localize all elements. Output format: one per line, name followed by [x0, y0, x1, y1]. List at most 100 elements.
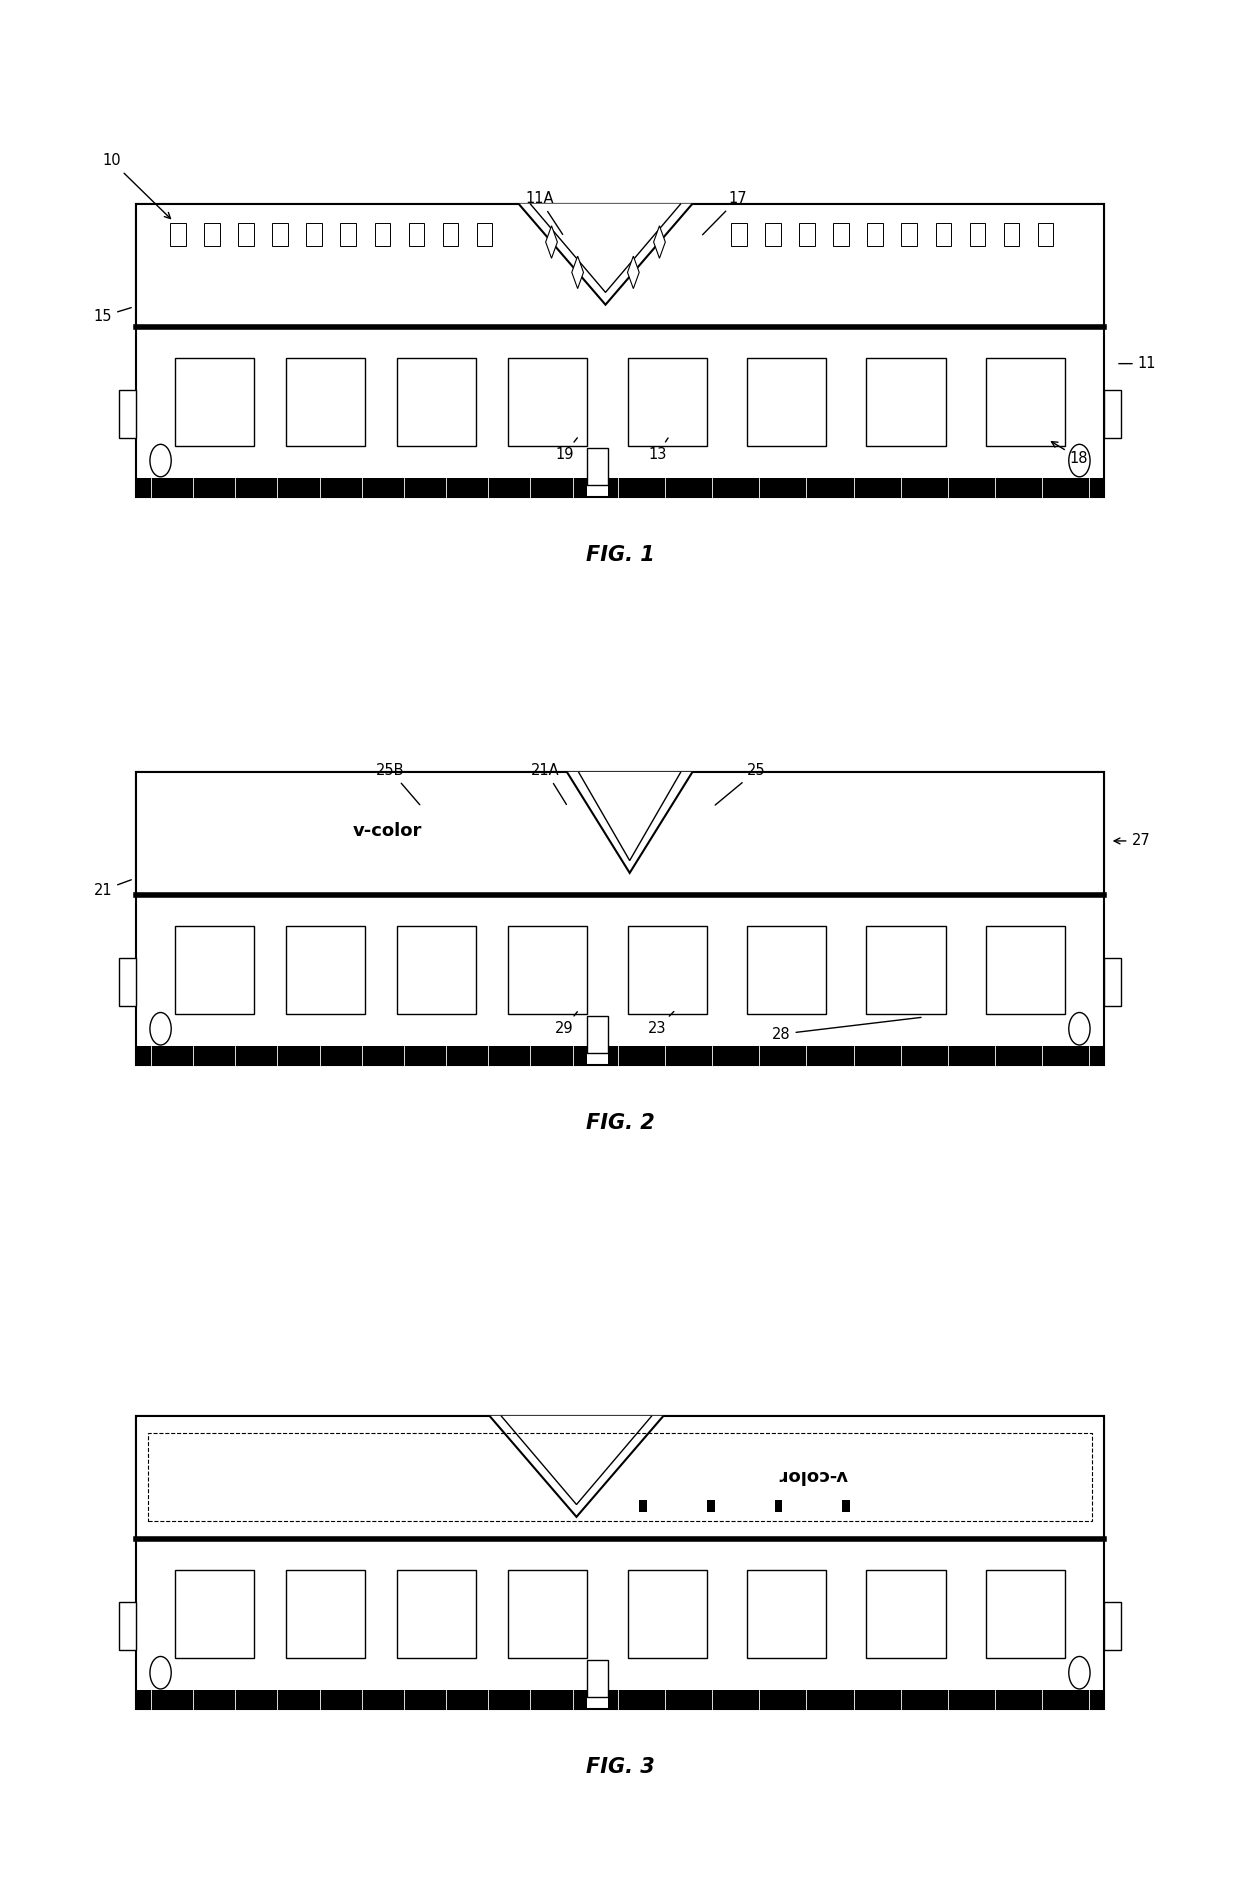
Bar	[136, 1417, 1104, 1540]
Bar	[935, 222, 951, 246]
Bar	[374, 222, 391, 246]
Bar	[286, 1570, 366, 1659]
Text: 21: 21	[93, 881, 131, 898]
Bar	[273, 222, 288, 246]
Bar	[508, 1570, 587, 1659]
Bar	[833, 222, 849, 246]
Bar	[476, 222, 492, 246]
Bar	[136, 1689, 587, 1708]
Bar	[867, 1570, 946, 1659]
Polygon shape	[572, 256, 584, 288]
Bar	[238, 222, 254, 246]
Bar	[986, 358, 1065, 447]
Bar	[136, 773, 1104, 1064]
Text: v-color: v-color	[779, 1466, 848, 1483]
Text: 25: 25	[715, 763, 766, 805]
Text: 29: 29	[554, 1011, 578, 1036]
Bar	[970, 222, 985, 246]
Circle shape	[150, 445, 171, 477]
Bar	[119, 1602, 136, 1650]
Bar	[286, 926, 366, 1015]
Bar	[746, 1570, 826, 1659]
Bar	[901, 222, 916, 246]
Bar	[627, 358, 707, 447]
Bar	[136, 773, 1104, 896]
Circle shape	[150, 1013, 171, 1045]
Bar	[136, 477, 587, 498]
Bar	[397, 926, 476, 1015]
Polygon shape	[567, 773, 692, 873]
Bar	[286, 358, 366, 447]
Bar	[587, 1015, 609, 1053]
Bar	[986, 1570, 1065, 1659]
Bar	[408, 222, 424, 246]
Bar	[175, 926, 254, 1015]
Polygon shape	[627, 256, 639, 288]
Bar	[175, 1570, 254, 1659]
Text: 13: 13	[649, 438, 668, 462]
Circle shape	[1069, 1657, 1090, 1689]
Bar	[508, 926, 587, 1015]
Circle shape	[150, 1657, 171, 1689]
Bar	[397, 358, 476, 447]
Polygon shape	[490, 1417, 663, 1517]
Bar	[175, 358, 254, 447]
Text: FIG. 1: FIG. 1	[585, 545, 655, 564]
Bar	[1038, 222, 1053, 246]
Bar	[205, 222, 219, 246]
Bar	[397, 1570, 476, 1659]
Text: 11A: 11A	[526, 191, 563, 235]
Bar	[443, 222, 458, 246]
Bar	[1104, 1602, 1121, 1650]
Bar	[867, 358, 946, 447]
Text: FIG. 2: FIG. 2	[585, 1112, 655, 1133]
Bar	[867, 926, 946, 1015]
Text: v-color: v-color	[353, 822, 423, 839]
Text: 23: 23	[649, 1011, 673, 1036]
Polygon shape	[653, 225, 666, 258]
Bar	[986, 926, 1065, 1015]
Text: 21A: 21A	[531, 763, 567, 805]
Bar	[508, 358, 587, 447]
Bar	[136, 205, 1104, 328]
Bar	[587, 1659, 609, 1697]
Text: 27: 27	[1114, 833, 1151, 849]
Bar	[609, 1045, 1104, 1064]
Bar	[627, 926, 707, 1015]
Bar	[609, 1689, 1104, 1708]
Bar	[119, 390, 136, 438]
Bar	[170, 222, 186, 246]
Text: FIG. 3: FIG. 3	[585, 1758, 655, 1777]
Bar	[732, 222, 746, 246]
Bar	[136, 1415, 1104, 1708]
Text: 17: 17	[703, 191, 748, 235]
Bar	[136, 1045, 587, 1064]
Bar	[1003, 222, 1019, 246]
Circle shape	[1069, 1013, 1090, 1045]
Bar	[1104, 390, 1121, 438]
Bar	[800, 222, 815, 246]
Bar	[627, 1570, 707, 1659]
Bar	[842, 1500, 851, 1511]
Bar	[746, 358, 826, 447]
Text: 25B: 25B	[377, 763, 420, 805]
Bar	[136, 203, 1104, 498]
Bar	[148, 1434, 1092, 1521]
Text: 28: 28	[771, 1017, 921, 1042]
Polygon shape	[518, 203, 692, 305]
Bar	[609, 477, 1104, 498]
Circle shape	[1069, 445, 1090, 477]
Bar	[341, 222, 356, 246]
Bar	[775, 1500, 782, 1511]
Text: 18: 18	[1052, 441, 1087, 466]
Bar	[765, 222, 781, 246]
Bar	[868, 222, 883, 246]
Polygon shape	[546, 225, 557, 258]
Text: 10: 10	[102, 153, 171, 218]
Bar	[306, 222, 322, 246]
Text: 19: 19	[556, 438, 578, 462]
Bar	[587, 447, 609, 485]
Bar	[119, 958, 136, 1006]
Bar	[640, 1500, 647, 1511]
Text: 11: 11	[1118, 356, 1156, 371]
